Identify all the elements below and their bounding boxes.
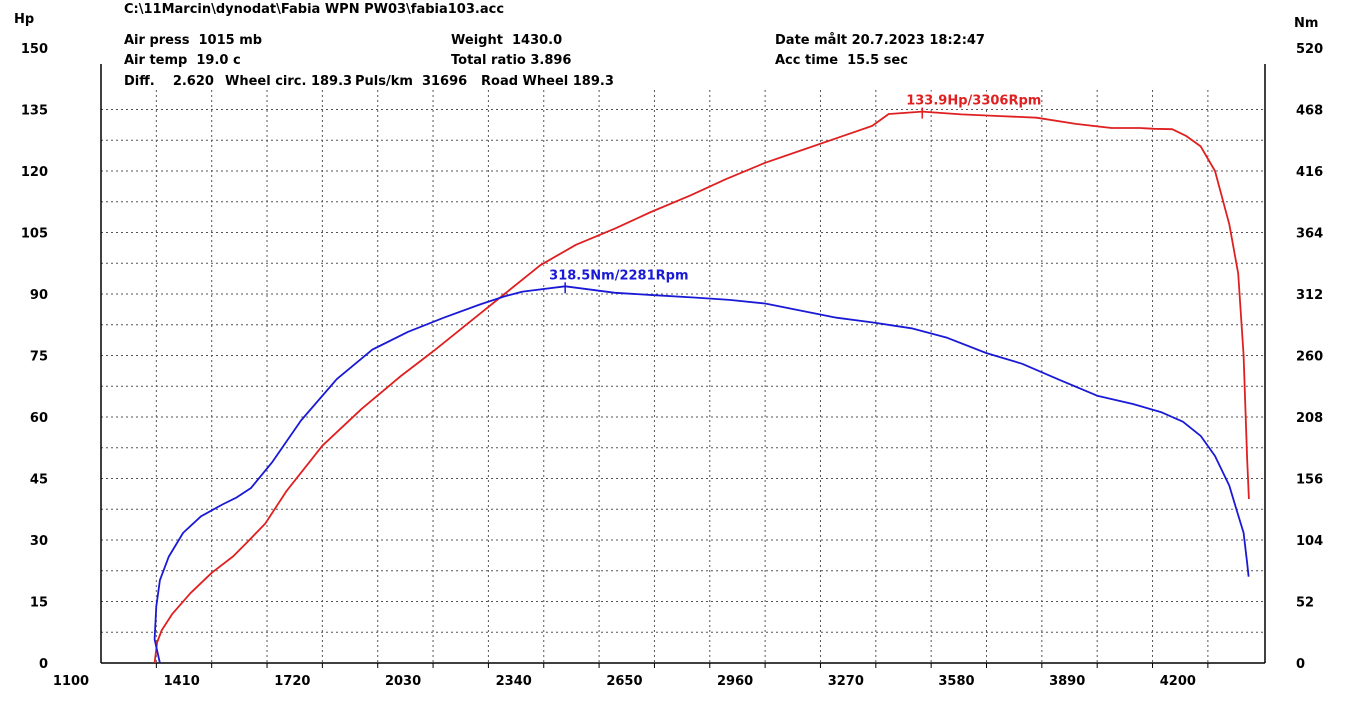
y-tick-label-left: 120 (21, 165, 48, 180)
y-axis-label-right: Nm (1294, 16, 1318, 31)
diff-label: Diff. 2.620 (124, 74, 214, 89)
y-tick-label-right: 364 (1296, 227, 1323, 242)
y-tick-label-right: 104 (1296, 534, 1323, 549)
y-tick-label-left: 135 (21, 104, 48, 119)
acc-time-label: Acc time 15.5 sec (775, 53, 908, 68)
x-tick-label: 2030 (385, 674, 421, 689)
y-tick-label-right: 520 (1296, 42, 1323, 57)
tick-labels: Hp Nm 0 15 30 45 60 75 90 105 120 135 150 0 52 104 156 20… (14, 12, 1323, 689)
y-tick-label-right: 52 (1296, 596, 1314, 611)
grid (101, 90, 1265, 663)
x-tick-label: 1720 (274, 674, 310, 689)
x-tick-label: 4200 (1160, 674, 1196, 689)
x-tick-label: 3890 (1049, 674, 1085, 689)
wheel-circ-label: Wheel circ. 189.3 (225, 74, 353, 89)
power-annotation-bg (900, 91, 1041, 108)
peak-annotations: 133.9Hp/3306Rpm 318.5Nm/2281Rpm (543, 91, 1041, 294)
torque-peak-label: 318.5Nm/2281Rpm (549, 268, 688, 283)
y-tick-label-left: 75 (30, 350, 48, 365)
y-tick-label-left: 90 (30, 288, 48, 303)
puls-km-label: Puls/km 31696 (355, 74, 468, 89)
x-tick-label: 3580 (938, 674, 974, 689)
x-tick-label: 2340 (496, 674, 532, 689)
x-tick-label: 3270 (828, 674, 864, 689)
y-tick-label-right: 208 (1296, 411, 1323, 426)
x-tick-label: 1100 (53, 674, 89, 689)
y-tick-label-left: 15 (30, 596, 48, 611)
y-tick-label-right: 0 (1296, 657, 1305, 672)
y-tick-label-right: 416 (1296, 165, 1323, 180)
axes (100, 64, 1266, 668)
date-label: Date målt 20.7.2023 18:2:47 (775, 33, 985, 48)
weight-label: Weight 1430.0 (451, 33, 563, 48)
y-tick-label-left: 0 (39, 657, 48, 672)
y-tick-label-right: 312 (1296, 288, 1323, 303)
torque-curve (153, 285, 1250, 664)
y-tick-label-right: 156 (1296, 473, 1323, 488)
road-wheel-label: Road Wheel 189.3 (481, 74, 614, 89)
x-tick-label: 2960 (717, 674, 753, 689)
file-path: C:\11Marcin\dynodat\Fabia WPN PW03\fabia… (124, 2, 505, 17)
series-lines (153, 110, 1250, 664)
power-curve (153, 110, 1250, 664)
y-tick-label-left: 150 (21, 42, 48, 57)
x-tick-label: 2650 (606, 674, 642, 689)
x-tick-label: 1410 (164, 674, 200, 689)
power-peak-label: 133.9Hp/3306Rpm (906, 94, 1041, 109)
air-press-label: Air press 1015 mb (124, 33, 263, 48)
y-tick-label-right: 260 (1296, 350, 1323, 365)
y-tick-label-right: 468 (1296, 104, 1323, 119)
y-axis-label-left: Hp (14, 12, 34, 27)
air-temp-label: Air temp 19.0 c (124, 53, 241, 68)
y-tick-label-left: 60 (30, 411, 48, 426)
torque-annotation-bg (543, 266, 684, 283)
y-tick-label-left: 105 (21, 227, 48, 242)
total-ratio-label: Total ratio 3.896 (451, 53, 572, 68)
y-tick-label-left: 45 (30, 473, 48, 488)
y-tick-label-left: 30 (30, 534, 48, 549)
